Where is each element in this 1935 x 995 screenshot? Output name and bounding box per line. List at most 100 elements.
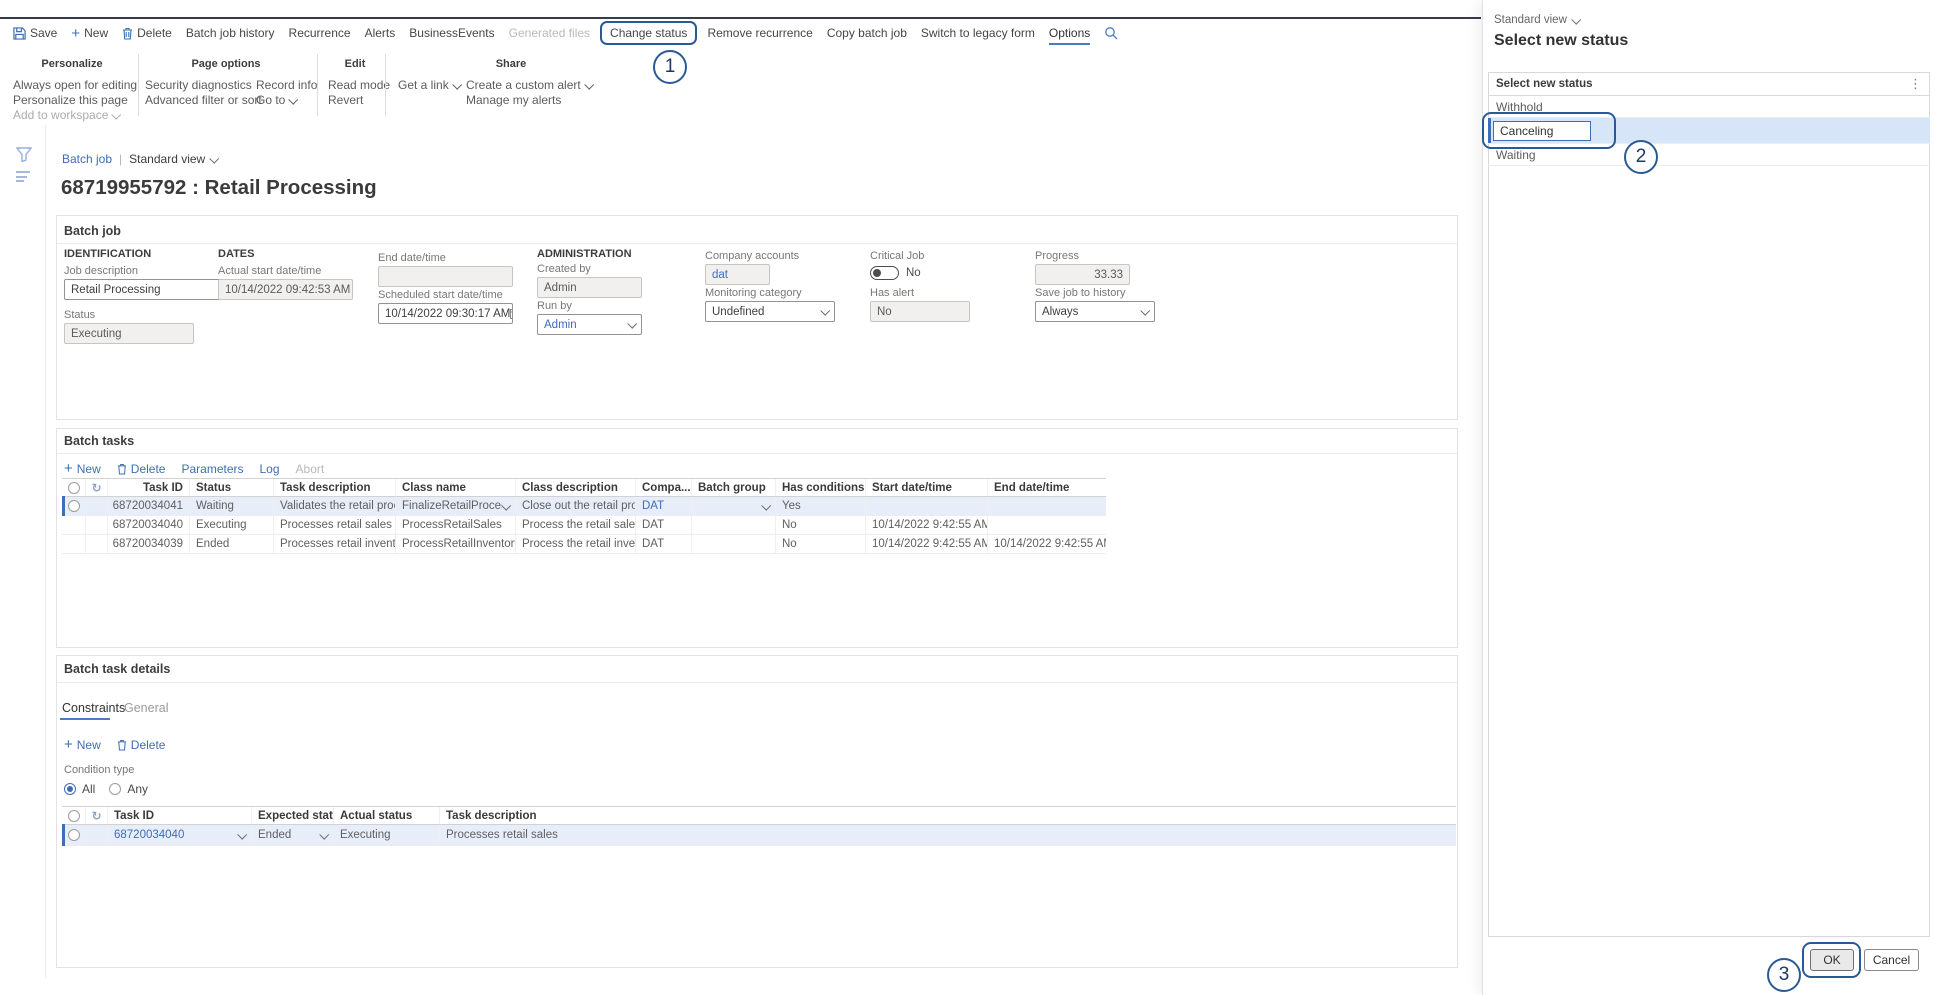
col-task-description[interactable]: Task description	[446, 809, 537, 822]
section-divider	[57, 243, 1457, 244]
revert[interactable]: Revert	[328, 93, 364, 107]
col-class-name[interactable]: Class name	[396, 479, 516, 496]
col-actual-status[interactable]: Actual status	[334, 807, 440, 824]
ribbon-group-share: Share	[495, 58, 527, 70]
ribbon-divider	[385, 54, 386, 116]
expected-status-dropdown-cell[interactable]: Ended	[252, 825, 334, 845]
col-has-conditions[interactable]: Has conditions	[776, 479, 866, 496]
col-batch-group[interactable]: Batch group	[692, 479, 776, 496]
col-task-id[interactable]: Task ID	[108, 479, 190, 496]
table-row[interactable]: 68720034039 Ended Processes retail inven…	[62, 535, 1106, 554]
calendar-icon[interactable]	[510, 308, 512, 319]
critical-job-toggle[interactable]: No	[870, 266, 921, 280]
col-task-id[interactable]: Task ID	[108, 807, 252, 824]
always-open-for-editing[interactable]: Always open for editing	[13, 78, 138, 92]
save-job-to-history-select[interactable]: Always	[1035, 301, 1155, 322]
switch-to-legacy-form-button[interactable]: Switch to legacy form	[920, 26, 1035, 40]
details-delete-button[interactable]: Delete	[117, 738, 165, 752]
recurrence-button[interactable]: Recurrence	[288, 26, 351, 40]
chevron-down-icon	[451, 79, 462, 90]
table-row[interactable]: 68720034040 Ended Executing Processes re…	[62, 824, 1456, 846]
col-end-date[interactable]: End date/time	[994, 481, 1070, 494]
details-toolbar: + New Delete	[64, 736, 165, 753]
left-rail	[5, 125, 46, 978]
security-diagnostics[interactable]: Security diagnostics	[145, 78, 252, 92]
select-all-radio[interactable]	[62, 479, 86, 496]
task-list-icon[interactable]	[16, 171, 30, 182]
scheduled-start-field[interactable]: 10/14/2022 09:30:17 AM	[378, 303, 513, 324]
task-id-dropdown-cell[interactable]: 68720034040	[108, 825, 252, 845]
select-all-radio[interactable]	[62, 807, 86, 824]
add-to-workspace[interactable]: Add to workspace	[13, 108, 122, 122]
advanced-filter-or-sort[interactable]: Advanced filter or sort	[145, 93, 262, 107]
table-row[interactable]: 68720034041 Waiting Validates the retail…	[62, 496, 1106, 516]
col-start-date[interactable]: Start date/time	[866, 479, 988, 496]
tab-general[interactable]: General	[124, 701, 169, 715]
record-info[interactable]: Record info	[256, 78, 318, 92]
batch-tasks-toolbar: + New Delete Parameters Log Abort	[64, 460, 324, 477]
col-class-description[interactable]: Class description	[516, 479, 636, 496]
save-button[interactable]: Save	[6, 26, 64, 40]
batch-task-details-section-title[interactable]: Batch task details	[64, 662, 171, 676]
class-name-dropdown-cell[interactable]: FinalizeRetailProcessing	[396, 497, 516, 515]
radio-any[interactable]: Any	[109, 782, 148, 796]
monitoring-category-select[interactable]: Undefined	[705, 301, 835, 322]
row-radio[interactable]	[62, 825, 86, 845]
batch-tasks-section-title[interactable]: Batch tasks	[64, 434, 135, 448]
batch-group-dropdown-cell[interactable]	[692, 497, 776, 515]
status-option-withhold[interactable]: Withhold	[1488, 96, 1930, 118]
search-icon[interactable]	[1097, 26, 1125, 40]
ribbon-group-personalize: Personalize	[41, 58, 103, 70]
col-company[interactable]: Compa...	[636, 479, 692, 496]
company-link[interactable]: DAT	[636, 497, 692, 515]
col-expected-status[interactable]: Expected status	[252, 807, 334, 824]
grid-options-icon[interactable]: ⋮	[1909, 76, 1922, 91]
remove-recurrence-button[interactable]: Remove recurrence	[707, 26, 813, 40]
radio-all[interactable]: All	[64, 782, 95, 796]
tasks-parameters-button[interactable]: Parameters	[181, 461, 244, 476]
tab-constraints[interactable]: Constraints	[62, 701, 126, 715]
row-selected-bar	[62, 496, 65, 516]
panel-view-selector[interactable]: Standard view	[1494, 14, 1582, 26]
alerts-button[interactable]: Alerts	[364, 26, 396, 40]
details-new-button[interactable]: + New	[64, 736, 101, 753]
read-mode[interactable]: Read mode	[328, 78, 391, 92]
manage-my-alerts[interactable]: Manage my alerts	[466, 93, 562, 107]
business-events-button[interactable]: BusinessEvents	[409, 26, 495, 40]
breadcrumb-batch-job-link[interactable]: Batch job	[62, 152, 113, 166]
cancel-button[interactable]: Cancel	[1864, 949, 1919, 971]
col-task-description[interactable]: Task description	[274, 479, 396, 496]
go-to[interactable]: Go to	[256, 93, 299, 107]
batch-job-history-button[interactable]: Batch job history	[185, 26, 275, 40]
options-menu[interactable]: Options	[1042, 26, 1097, 45]
tasks-log-button[interactable]: Log	[259, 461, 280, 476]
job-description-field[interactable]: Retail Processing	[64, 279, 234, 300]
created-by-field: Admin	[537, 277, 642, 298]
new-button[interactable]: + New	[71, 24, 109, 42]
batch-job-section-title[interactable]: Batch job	[64, 224, 121, 238]
filter-icon[interactable]	[16, 147, 32, 162]
refresh-icon[interactable]: ↻	[86, 807, 108, 824]
active-tab-underline	[60, 718, 110, 720]
table-row[interactable]: 68720034040 Executing Processes retail s…	[62, 516, 1106, 535]
status-option-waiting[interactable]: Waiting	[1488, 144, 1930, 166]
run-by-select[interactable]: Admin	[537, 314, 642, 335]
view-selector[interactable]: Standard view	[129, 152, 220, 166]
copy-batch-job-button[interactable]: Copy batch job	[826, 26, 907, 40]
status-edit-field[interactable]: Canceling	[1493, 121, 1591, 141]
chevron-down-icon	[501, 500, 512, 511]
status-option-canceling[interactable]: Canceling	[1488, 118, 1930, 144]
change-status-button[interactable]: Change status	[600, 21, 698, 45]
ok-button[interactable]: OK	[1810, 949, 1854, 971]
end-date-field	[378, 266, 513, 287]
refresh-icon[interactable]: ↻	[86, 479, 108, 496]
tasks-delete-button[interactable]: Delete	[117, 462, 165, 476]
tasks-new-button[interactable]: + New	[64, 460, 101, 477]
personalize-this-page[interactable]: Personalize this page	[13, 93, 128, 107]
create-a-custom-alert[interactable]: Create a custom alert	[466, 78, 594, 92]
chevron-down-icon	[111, 109, 122, 120]
col-status[interactable]: Status	[190, 479, 274, 496]
get-a-link[interactable]: Get a link	[398, 78, 462, 92]
row-radio[interactable]	[62, 497, 86, 515]
delete-button[interactable]: Delete	[115, 26, 179, 40]
